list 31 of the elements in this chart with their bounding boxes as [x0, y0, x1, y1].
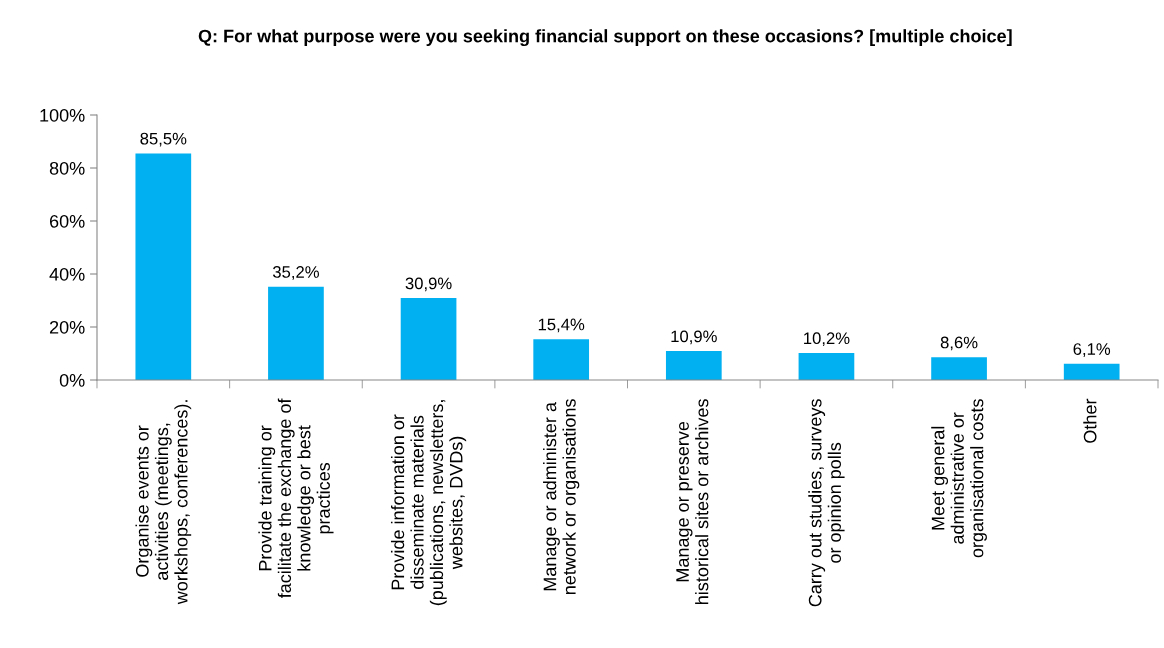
x-tick-label: Manage or administer a network or organisations — [543, 399, 580, 595]
x-tick-label: Other — [1083, 398, 1097, 443]
x-tick-label: Meet general administrative or organisational costs — [931, 399, 987, 558]
data-label: 8,6% — [940, 336, 978, 351]
data-label: 10,2% — [804, 332, 850, 347]
bar — [931, 357, 987, 380]
bar — [268, 286, 324, 380]
bar — [135, 153, 192, 380]
bar — [798, 352, 855, 380]
data-label: 30,9% — [405, 277, 452, 292]
x-tick-label: Carry out studies, surveys or opinion polls — [808, 399, 845, 607]
y-tick-label: 80% — [49, 161, 85, 175]
bar — [533, 339, 590, 380]
y-tick-label: 40% — [49, 267, 85, 281]
data-label: 85,5% — [140, 132, 187, 147]
data-label: 15,4% — [538, 318, 585, 333]
bar — [665, 351, 722, 380]
y-tick-label: 60% — [49, 214, 85, 228]
data-label: 35,2% — [272, 266, 319, 280]
x-tick-label: Organise events or activities (meetings, workshops, conferences). — [135, 400, 192, 605]
bar — [1063, 363, 1120, 380]
y-tick-label: 100% — [40, 108, 85, 122]
y-tick-label: 20% — [49, 320, 85, 334]
x-tick-label: Manage or preserve historical sites or archives — [676, 399, 709, 604]
data-label: 10,9% — [671, 330, 717, 345]
bar — [400, 298, 457, 380]
y-tick-label: 0% — [59, 373, 85, 387]
x-tick-label: Provide training or facilitate the exchange of knowledge or best practices — [258, 398, 334, 599]
data-label: 6,1% — [1073, 343, 1111, 357]
chart-title: Q: For what purpose were you seeking financial support on these occasions? [multiple choice] — [198, 29, 1012, 47]
x-tick-label: Provide information or disseminate materials (publications, newsletters, websites, DVDs) — [390, 400, 467, 606]
